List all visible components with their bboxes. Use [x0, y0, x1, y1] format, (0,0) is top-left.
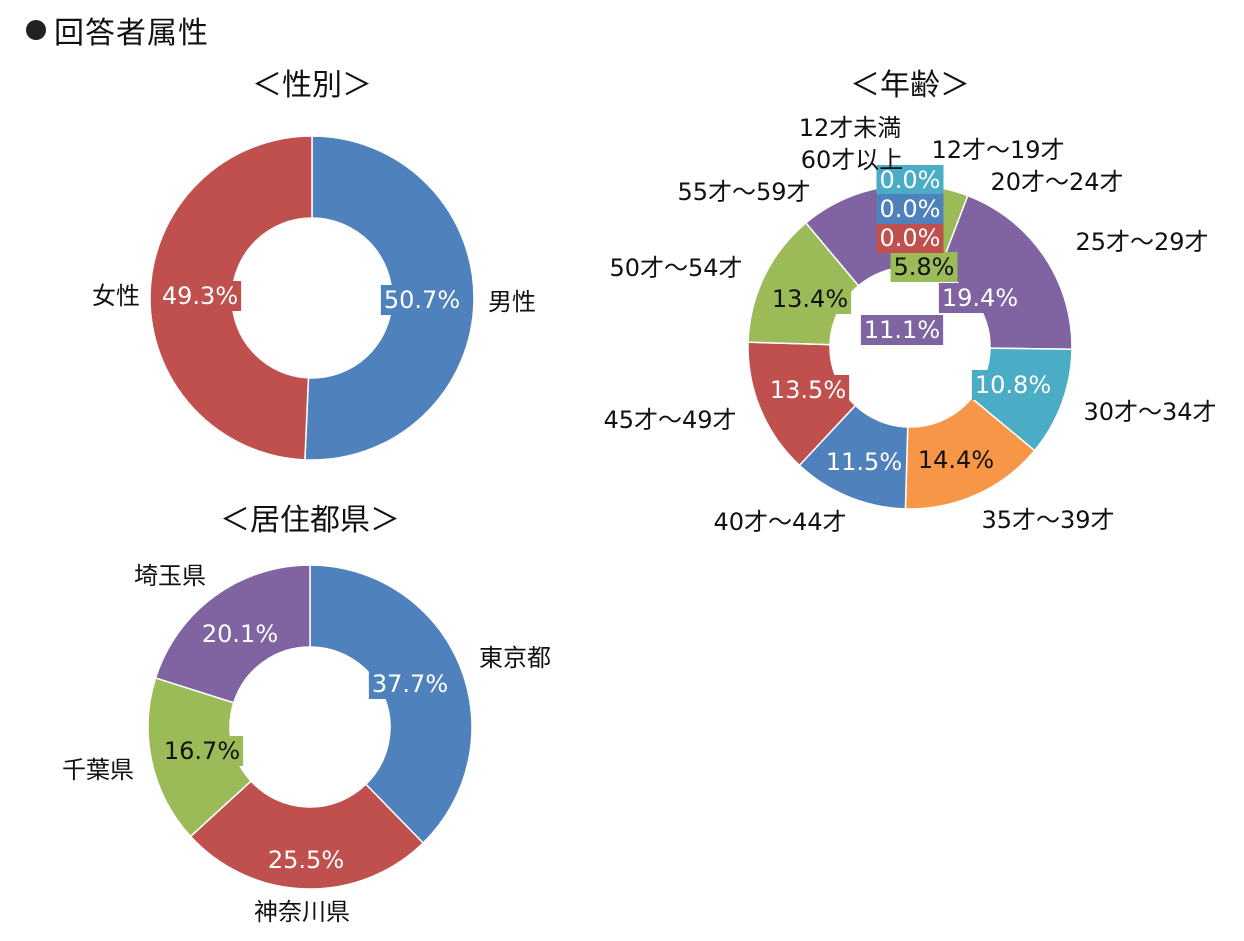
category-label: 50才～54才 — [609, 254, 742, 282]
data-label-box — [766, 375, 850, 405]
category-label: 35才～39才 — [981, 506, 1114, 534]
category-label: 神奈川県 — [254, 898, 350, 926]
data-label-text: 16.7% — [164, 737, 240, 765]
data-label: 5.8% — [890, 252, 958, 282]
data-label: 25.5% — [264, 845, 348, 875]
data-label: 0.0% — [876, 165, 944, 195]
data-label-box — [368, 669, 452, 699]
data-label-box — [160, 736, 244, 766]
gender-chart-title: ＜性別＞ — [252, 68, 372, 103]
data-label-text: 14.4% — [918, 446, 994, 474]
data-label: 49.3% — [158, 281, 242, 311]
data-label-text: 49.3% — [162, 282, 238, 310]
category-label: 20才～24才 — [990, 168, 1123, 196]
data-label-box — [876, 194, 944, 224]
data-label: 11.1% — [860, 315, 944, 345]
data-label-box — [938, 283, 1022, 313]
data-label-box — [876, 223, 944, 253]
data-label-text: 11.1% — [864, 316, 940, 344]
age-chart-title: ＜年齢＞ — [850, 68, 970, 103]
data-label: 0.0% — [876, 223, 944, 253]
data-label-text: 50.7% — [384, 286, 460, 314]
region-chart-title: ＜居住都県＞ — [220, 503, 400, 538]
category-label: 埼玉県 — [134, 562, 206, 590]
data-label-text: 37.7% — [372, 670, 448, 698]
category-label: 55才～59才 — [677, 178, 810, 206]
data-label-box — [822, 447, 906, 477]
data-label: 19.4% — [938, 283, 1022, 313]
category-label: 男性 — [488, 288, 536, 316]
data-label: 50.7% — [380, 285, 464, 315]
category-label: 女性 — [92, 282, 140, 310]
data-label-box — [768, 284, 852, 314]
data-label-text: 10.8% — [975, 371, 1051, 399]
data-label-box — [264, 845, 348, 875]
category-label: 12才～19才 — [931, 136, 1064, 164]
data-label-text: 25.5% — [268, 846, 344, 874]
data-label-text: 5.8% — [894, 253, 955, 281]
data-label-box — [860, 315, 944, 345]
data-label: 0.0% — [876, 194, 944, 224]
data-label-text: 13.4% — [772, 285, 848, 313]
data-label: 14.4% — [914, 445, 998, 475]
data-label: 37.7% — [368, 669, 452, 699]
donut-slice — [189, 779, 425, 890]
donut-slice — [304, 135, 475, 461]
data-label: 11.5% — [822, 447, 906, 477]
data-label-box — [890, 252, 958, 282]
data-label-box — [198, 619, 282, 649]
data-label-text: 0.0% — [880, 224, 941, 252]
data-label-box — [380, 285, 464, 315]
data-label-text: 11.5% — [826, 448, 902, 476]
data-label-text: 0.0% — [880, 166, 941, 194]
bullet-icon — [26, 20, 46, 40]
donut-slice — [309, 564, 473, 845]
data-label-box — [971, 370, 1055, 400]
data-label-text: 19.4% — [942, 284, 1018, 312]
data-label: 13.5% — [766, 375, 850, 405]
page-heading: 回答者属性 — [26, 8, 209, 52]
category-label: 60才以上 — [801, 146, 904, 174]
category-label: 40才～44才 — [713, 508, 846, 536]
category-label: 25才～29才 — [1075, 228, 1208, 256]
data-label-box — [914, 445, 998, 475]
category-label: 30才～34才 — [1083, 398, 1216, 426]
data-label-box — [876, 165, 944, 195]
page-heading-text: 回答者属性 — [54, 16, 209, 51]
data-label: 16.7% — [160, 736, 244, 766]
category-label: 千葉県 — [62, 756, 134, 784]
data-label-text: 20.1% — [202, 620, 278, 648]
data-label: 20.1% — [198, 619, 282, 649]
data-label-text: 0.0% — [880, 195, 941, 223]
category-label: 45才～49才 — [603, 406, 736, 434]
category-label: 12才未満 — [799, 114, 902, 142]
category-label: 東京都 — [479, 644, 551, 672]
data-label-text: 13.5% — [770, 376, 846, 404]
data-label: 13.4% — [768, 284, 852, 314]
data-label-box — [158, 281, 242, 311]
data-label: 10.8% — [971, 370, 1055, 400]
